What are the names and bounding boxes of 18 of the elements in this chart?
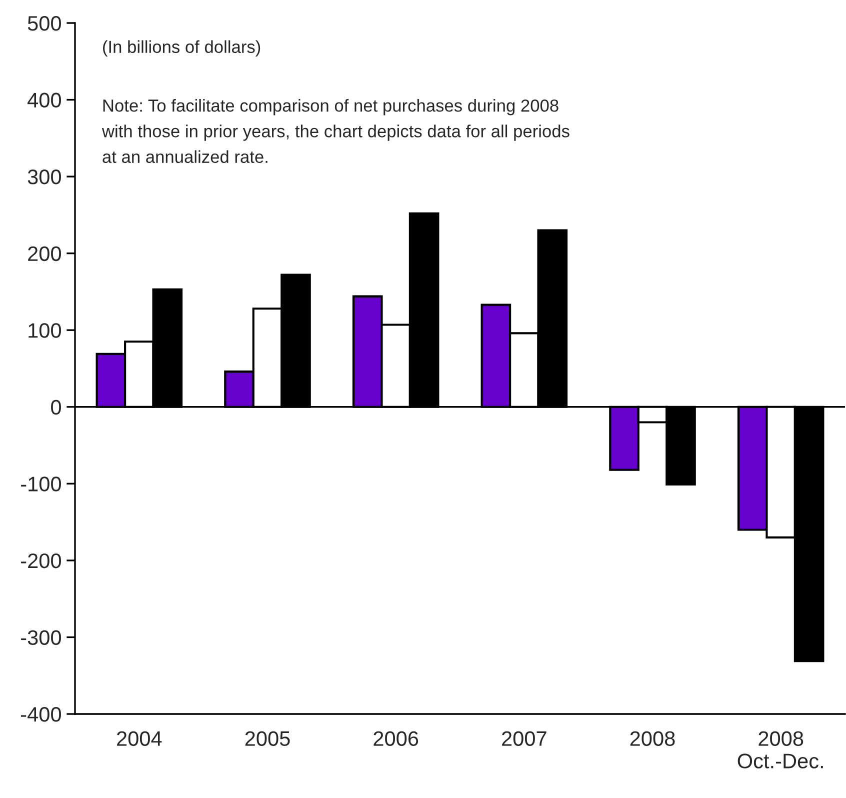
x-tick-label: 2005 bbox=[245, 731, 290, 746]
y-tick-label: 500 bbox=[28, 16, 61, 31]
y-tick-label: 400 bbox=[28, 92, 61, 108]
y-tick-label: 200 bbox=[28, 246, 61, 262]
y-tick-label: 300 bbox=[28, 170, 61, 184]
x-tick-label: 2007 bbox=[502, 731, 546, 746]
x-tick-label: 2008 bbox=[630, 731, 675, 746]
x-tick-label: 2004 bbox=[117, 731, 162, 746]
y-tick-label: -400 bbox=[21, 707, 61, 722]
y-tick-label: -200 bbox=[21, 553, 61, 568]
y-tick-label: 0 bbox=[51, 400, 61, 415]
y-tick-label: -100 bbox=[21, 476, 61, 492]
annotation: Note: To facilitate comparison of net purchases during 2008 with those in prior years, the chart depicts data for all periods at an annualized rate. bbox=[102, 99, 570, 163]
annotation: (In billions of dollars) bbox=[103, 40, 260, 56]
x-tick-label: 2008 Oct.-Dec. bbox=[738, 731, 823, 768]
y-tick-label: -300 bbox=[21, 630, 61, 645]
x-tick-label: 2006 bbox=[374, 731, 418, 746]
y-tick-label: 100 bbox=[28, 323, 61, 338]
